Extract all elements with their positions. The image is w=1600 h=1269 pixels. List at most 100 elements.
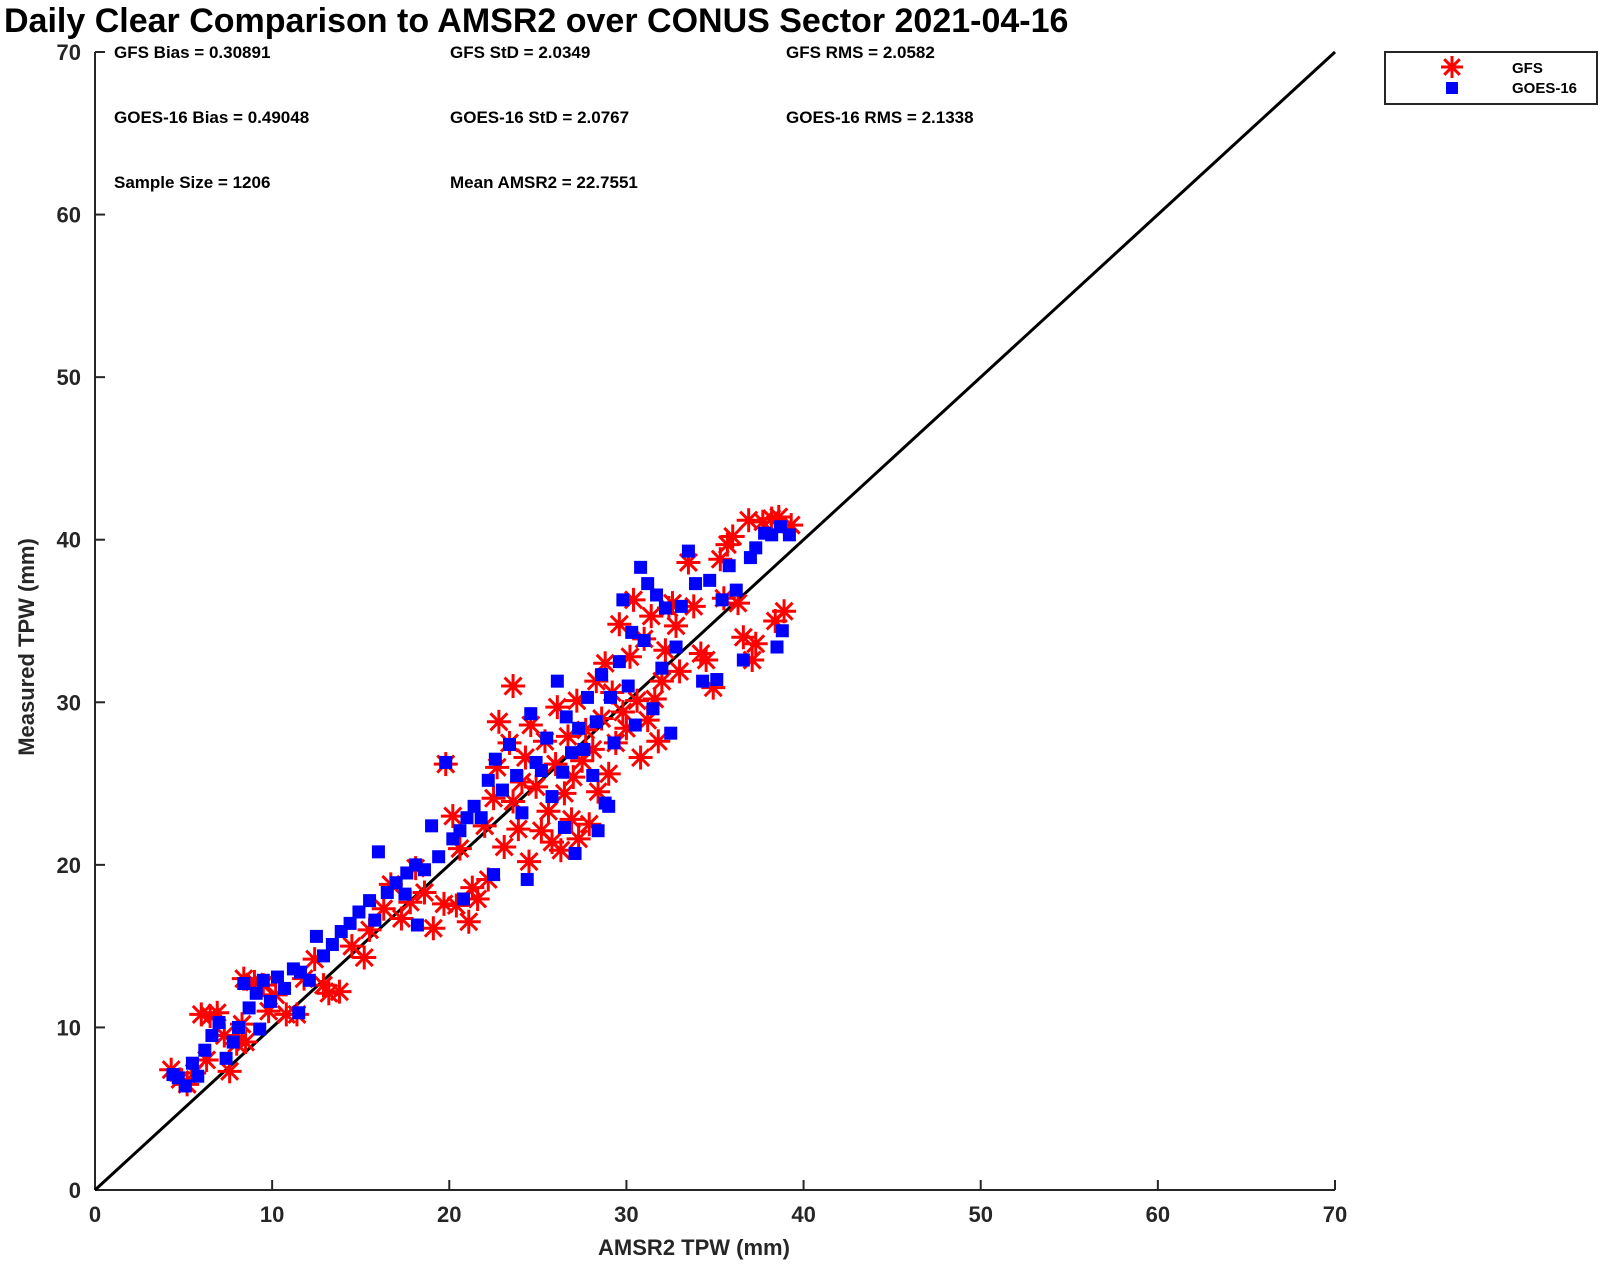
goes-16-point [325, 938, 339, 952]
asterisk-stroke [569, 829, 589, 849]
gfs-point [492, 834, 517, 859]
goes-16-point [722, 559, 736, 573]
gfs-point [513, 745, 538, 770]
asterisk-stroke [354, 947, 374, 968]
goes-16-point [439, 755, 453, 769]
goes-16-point [710, 673, 724, 687]
plot-area: 0 10 20 30 40 50 60 70 0 10 20 30 40 50 60 70 [57, 40, 1348, 1227]
stat-goes-bias: GOES-16 Bias = 0.49048 [114, 108, 309, 127]
goes-16-point [309, 929, 323, 943]
gfs-point [456, 909, 481, 934]
goes-16-point [770, 640, 784, 654]
goes-16-point [646, 702, 660, 716]
goes-16-point [371, 845, 385, 859]
gfs-point [506, 817, 531, 842]
asterisk-stroke [494, 837, 514, 857]
x-tick-label: 20 [437, 1202, 461, 1227]
gfs-point [447, 836, 472, 861]
asterisk-stroke [329, 982, 350, 1002]
x-axis-label: AMSR2 TPW (mm) [598, 1235, 790, 1260]
asterisk-stroke [503, 791, 523, 812]
asterisk-stroke [489, 712, 509, 732]
gfs-point [628, 745, 653, 770]
goes-16-point [237, 977, 251, 991]
goes-16-point [253, 1022, 267, 1036]
goes-16-point [669, 640, 683, 654]
asterisk-stroke [214, 1026, 234, 1046]
goes-16-point [628, 718, 642, 732]
goes-16-point [782, 528, 796, 542]
goes-16-point [219, 1051, 233, 1065]
asterisk-stroke [526, 777, 546, 797]
goes-16-point [775, 624, 789, 638]
goes-16-point [736, 653, 750, 667]
legend-box [1384, 51, 1598, 105]
goes-16-point [565, 746, 579, 760]
goes-16-point [749, 541, 763, 555]
gfs-point [517, 849, 541, 874]
gfs-point [772, 599, 797, 624]
goes-16-point [398, 887, 412, 901]
goes-16-point [650, 588, 664, 602]
asterisk-stroke [547, 697, 567, 717]
goes-16-point [212, 1016, 226, 1030]
gfs-point [536, 799, 561, 824]
asterisk-stroke [450, 839, 470, 859]
gfs-point [694, 648, 719, 673]
stat-gfs-bias: GFS Bias = 0.30891 [114, 43, 270, 62]
gfs-point [421, 916, 446, 941]
goes-16-point [540, 731, 554, 745]
x-axis-ticks: 0 10 20 30 40 50 60 70 [89, 1180, 1347, 1227]
asterisk-stroke [728, 593, 748, 613]
asterisk-stroke [696, 650, 716, 670]
gfs-point [646, 729, 671, 754]
goes-16-point [474, 811, 488, 825]
goes-16-point [249, 986, 263, 1000]
goes-16-point [460, 811, 474, 825]
asterisk-stroke [641, 606, 661, 626]
asterisk-stroke [512, 772, 532, 792]
gfs-point [720, 524, 745, 549]
goes-16-point [503, 738, 517, 752]
goes-16-point [703, 573, 717, 587]
gfs-point [389, 906, 414, 931]
asterisk-stroke [588, 782, 608, 802]
asterisk-stroke [207, 1003, 227, 1023]
gfs-point [610, 700, 635, 725]
goes-16-point [559, 710, 573, 724]
gfs-point [596, 761, 621, 786]
goes-16-point [520, 872, 534, 886]
asterisk-stroke [733, 627, 753, 647]
x-tick-label: 10 [260, 1202, 284, 1227]
goes-16-point [263, 994, 277, 1008]
goes-16-point [278, 981, 292, 995]
goes-16-point [696, 674, 710, 688]
goes-16-point [743, 551, 757, 565]
asterisk-stroke [579, 814, 599, 834]
y-tick-label: 50 [57, 365, 81, 390]
goes-16-point [191, 1069, 205, 1083]
goes-16-point [616, 593, 630, 607]
y-tick-label: 20 [57, 853, 81, 878]
goes-16-point [352, 905, 366, 919]
asterisk-stroke [400, 892, 420, 912]
goes-16-point [534, 764, 548, 778]
goes-16-point [674, 599, 688, 613]
x-tick-label: 40 [791, 1202, 815, 1227]
legend-asterisk [1441, 56, 1463, 78]
gfs-point [217, 1059, 242, 1084]
gfs-point [566, 826, 591, 851]
stat-gfs-rms: GFS RMS = 2.0582 [786, 43, 935, 62]
asterisk-stroke [531, 821, 551, 841]
goes-16-point [343, 916, 357, 930]
asterisk-stroke [609, 614, 629, 634]
asterisk-stroke [519, 852, 539, 872]
goes-16-point [198, 1043, 212, 1057]
goes-16-point [577, 742, 591, 756]
y-tick-label: 60 [57, 203, 81, 228]
goes-16-point [715, 593, 729, 607]
goes-16-point [681, 544, 695, 558]
goes-16-point [641, 577, 655, 591]
y-tick-label: 40 [57, 528, 81, 553]
goes-16-point [634, 560, 648, 574]
